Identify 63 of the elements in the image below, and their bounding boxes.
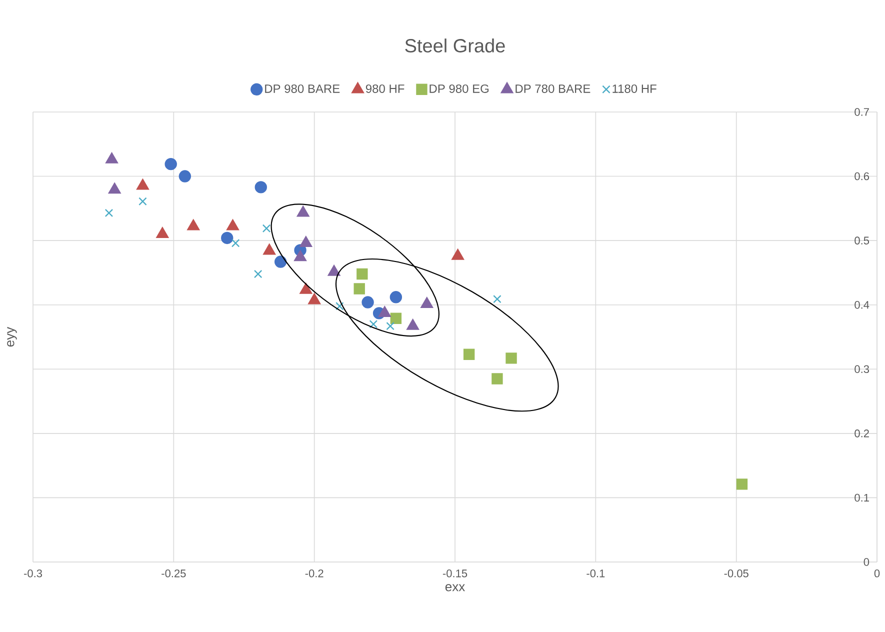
point xyxy=(138,197,147,206)
point xyxy=(226,219,239,230)
y-tick-label: 0.3 xyxy=(854,365,870,374)
point xyxy=(386,322,394,330)
y-tick-label: 0.6 xyxy=(854,172,870,180)
point xyxy=(354,283,365,294)
point xyxy=(136,178,149,190)
x-tick-label: 0 xyxy=(874,570,880,578)
point xyxy=(328,264,340,276)
y-tick-label: 0.2 xyxy=(854,430,869,438)
point xyxy=(463,348,475,360)
point xyxy=(294,250,306,262)
point xyxy=(156,227,169,238)
point xyxy=(736,478,748,490)
point xyxy=(254,270,262,278)
point xyxy=(390,291,402,304)
point xyxy=(378,306,391,318)
point xyxy=(506,352,517,364)
legend-label: 1180 HF xyxy=(612,84,656,93)
y-tick-label: 0 xyxy=(864,558,870,566)
x-tick-label: -0.1 xyxy=(586,570,605,578)
point xyxy=(492,373,503,384)
x-tick-label: -0.3 xyxy=(24,570,42,578)
y-tick-label: 0.5 xyxy=(854,236,870,244)
point xyxy=(300,282,312,294)
x-tick-label: -0.25 xyxy=(162,570,186,578)
point xyxy=(187,219,200,230)
point xyxy=(300,236,312,247)
legend-label: 980 HF xyxy=(366,84,404,93)
point xyxy=(221,232,234,244)
point xyxy=(452,248,464,260)
point xyxy=(406,318,420,330)
point xyxy=(274,256,287,268)
point xyxy=(420,297,434,308)
point xyxy=(493,294,502,304)
legend-label: DP 980 EG xyxy=(430,84,489,93)
point xyxy=(108,182,121,194)
point xyxy=(369,320,378,328)
legend-label: DP 780 BARE xyxy=(516,84,590,93)
point xyxy=(254,181,267,194)
point xyxy=(262,224,271,232)
point xyxy=(308,293,321,304)
point xyxy=(390,312,402,324)
y-tick-label: 0.7 xyxy=(854,108,869,116)
y-tick-label: 0.1 xyxy=(854,494,869,502)
point xyxy=(164,158,177,170)
chart-title: Steel Grade xyxy=(405,38,505,52)
point xyxy=(231,239,240,248)
y-axis-title: eyy xyxy=(7,326,17,347)
y-tick-label: 0.4 xyxy=(854,300,870,309)
point xyxy=(362,296,374,308)
point xyxy=(336,302,344,310)
point xyxy=(296,206,310,217)
point xyxy=(178,170,192,182)
point xyxy=(263,244,276,255)
x-axis-title: exx xyxy=(445,584,465,592)
legend-label: DP 980 BARE xyxy=(265,84,340,93)
x-tick-label: -0.2 xyxy=(305,570,324,578)
point xyxy=(104,208,114,218)
x-tick-label: -0.05 xyxy=(724,570,748,578)
point xyxy=(356,268,368,280)
point xyxy=(106,152,118,164)
x-tick-label: -0.15 xyxy=(442,570,468,578)
